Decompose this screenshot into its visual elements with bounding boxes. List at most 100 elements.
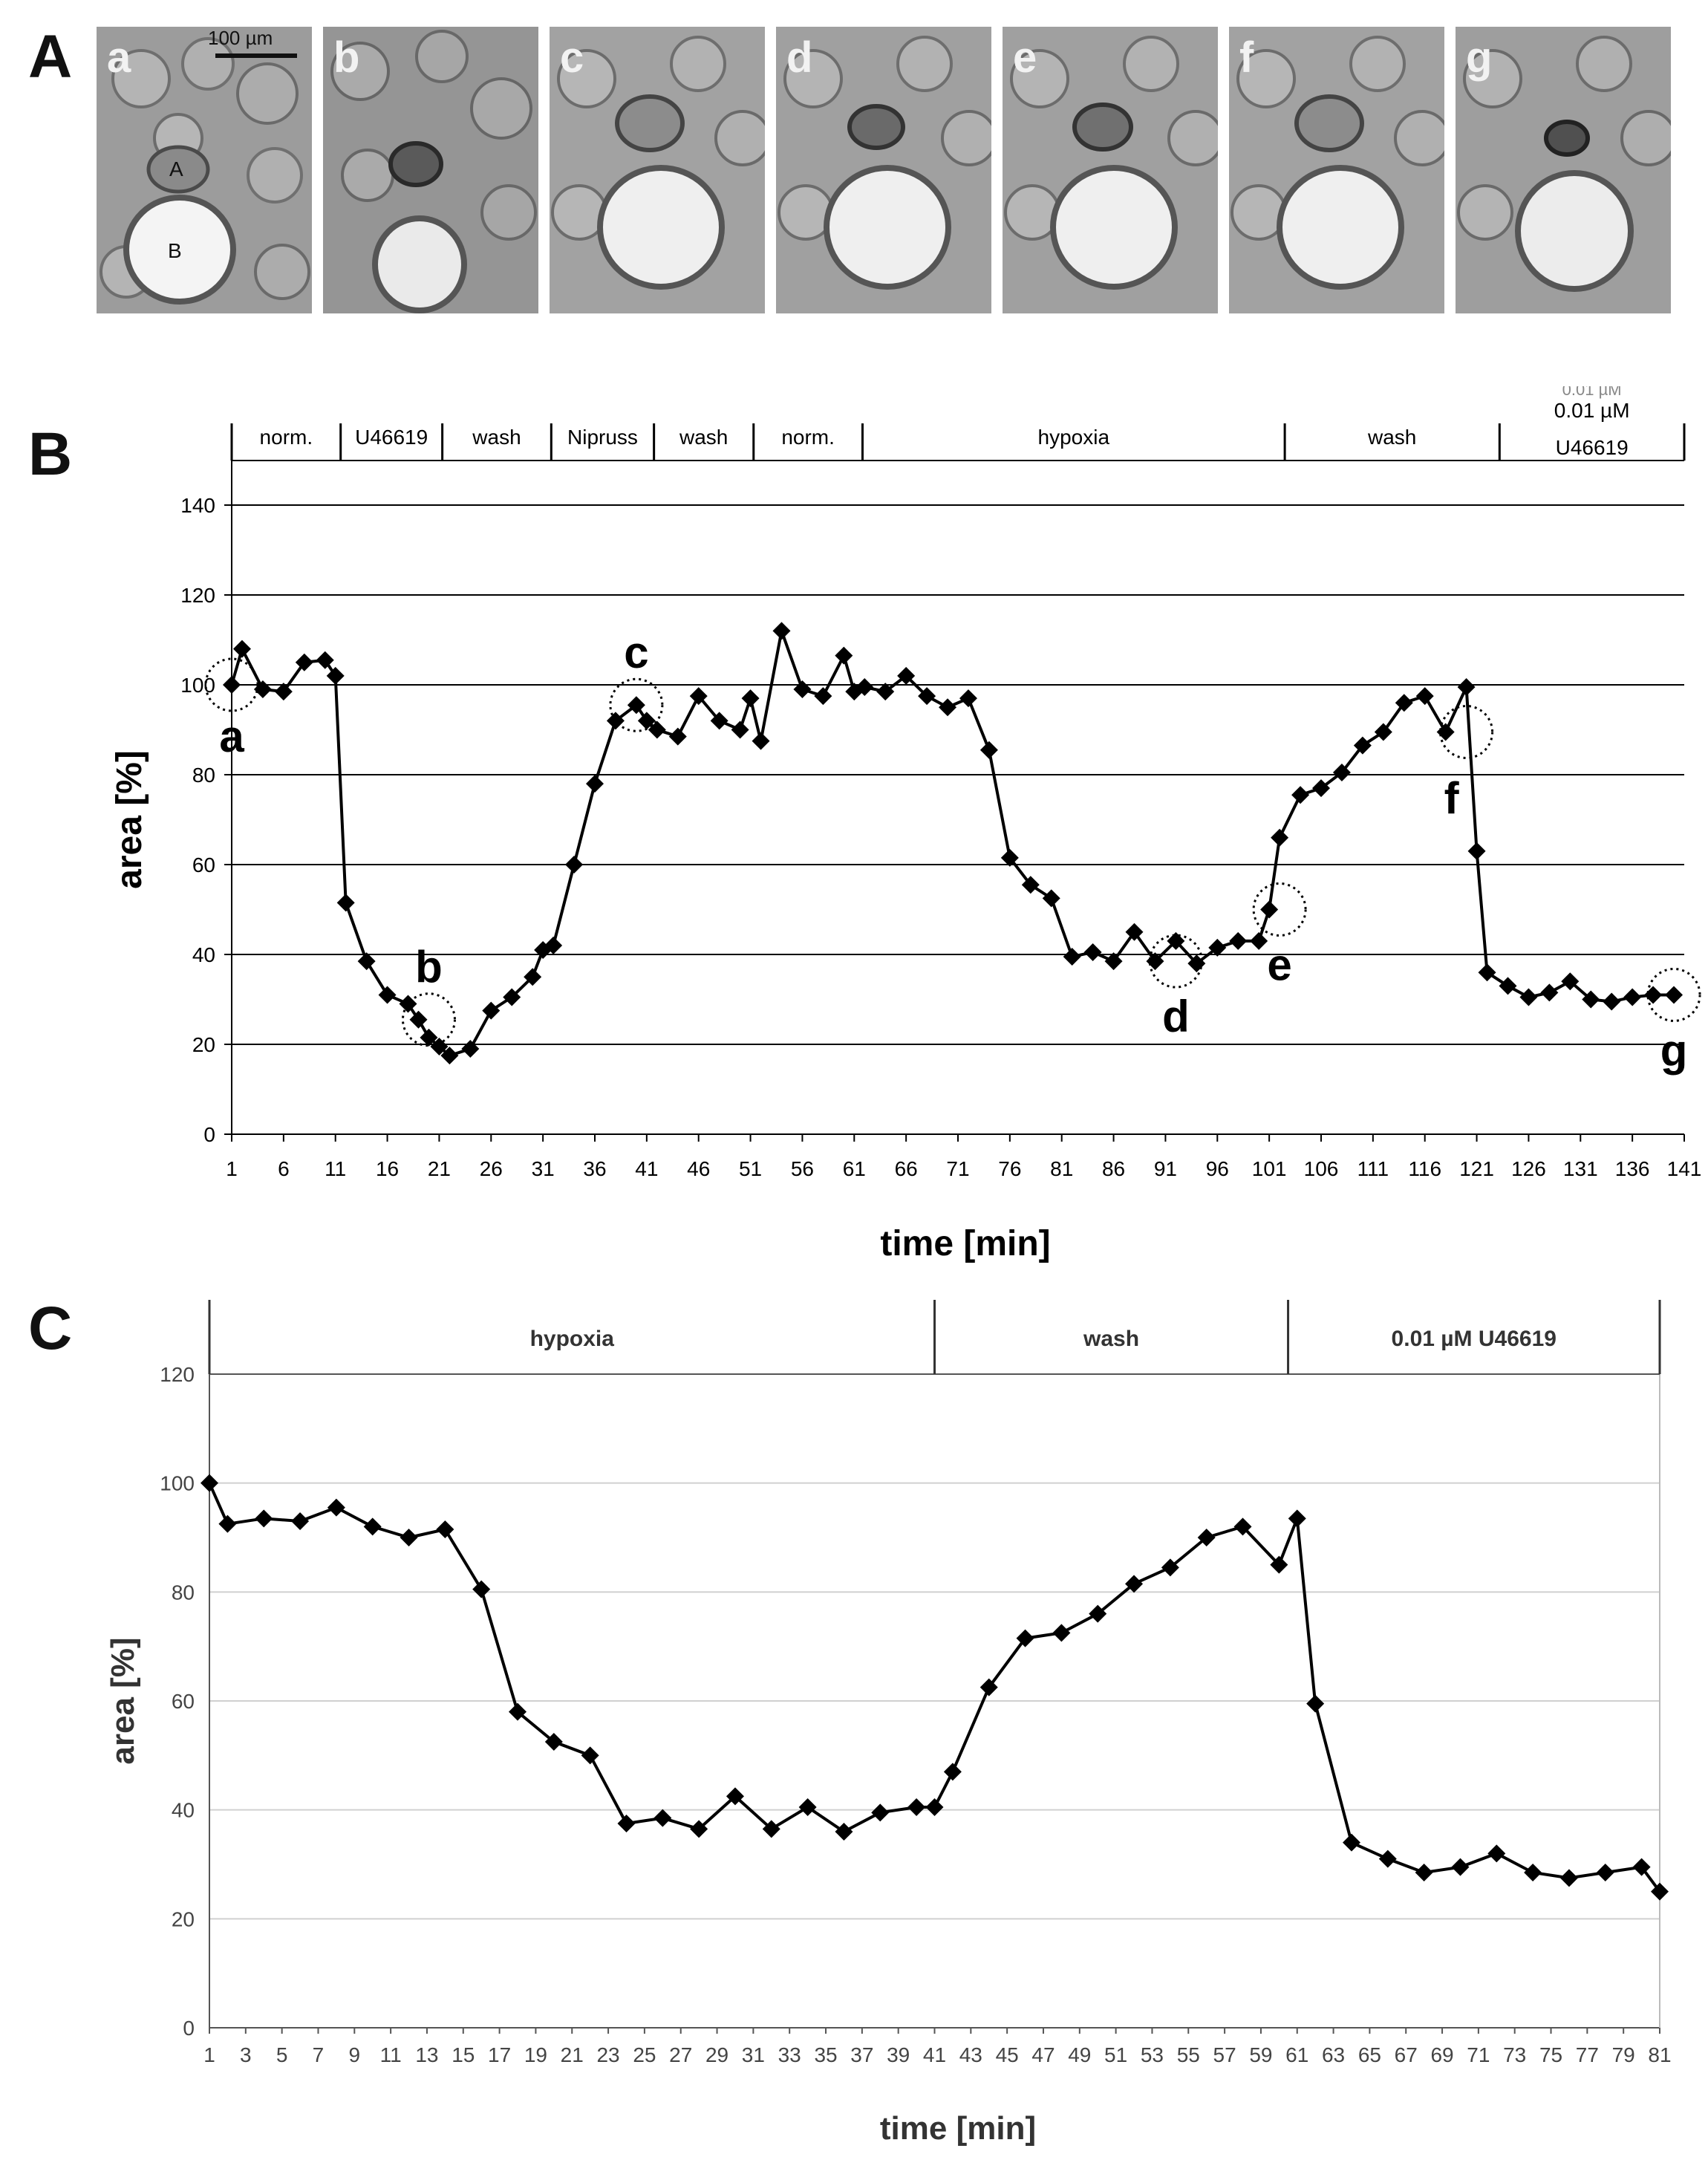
phase-label: norm. <box>781 426 835 449</box>
data-point <box>1353 736 1372 755</box>
data-point <box>835 1823 853 1841</box>
x-tick-label: 76 <box>998 1157 1021 1180</box>
data-point <box>835 646 853 665</box>
data-point <box>363 1517 382 1536</box>
data-point <box>1052 1624 1071 1642</box>
data-point <box>1582 990 1600 1009</box>
x-tick-label: 13 <box>415 2043 438 2066</box>
data-point <box>1499 977 1517 995</box>
x-tick-label: 56 <box>791 1157 814 1180</box>
phase-label: wash <box>1083 1327 1139 1351</box>
data-point <box>1229 931 1248 950</box>
x-tick-label: 3 <box>240 2043 252 2066</box>
x-tick-label: 26 <box>480 1157 503 1180</box>
micrograph-strip: a 100 µm A B b c <box>97 27 1671 313</box>
data-point <box>420 1028 438 1047</box>
frame-label: b <box>333 33 360 82</box>
x-tick-label: 6 <box>278 1157 290 1180</box>
x-tick-label: 81 <box>1050 1157 1073 1180</box>
y-tick-label: 20 <box>172 1907 195 1930</box>
micrograph-frame-f: f <box>1229 27 1444 313</box>
x-tick-label: 53 <box>1141 2043 1164 2066</box>
x-tick-label: 96 <box>1206 1157 1229 1180</box>
data-point <box>1467 842 1486 860</box>
scale-bar <box>215 53 297 58</box>
data-point <box>1451 1858 1470 1876</box>
data-point <box>772 622 791 640</box>
data-point <box>1342 1833 1360 1852</box>
data-point <box>223 676 241 694</box>
data-point <box>1125 923 1144 941</box>
y-axis-label: area [%] <box>105 1637 141 1764</box>
x-tick-label: 41 <box>923 2043 946 2066</box>
micrograph-frame-a: a 100 µm A B <box>97 27 312 313</box>
x-tick-label: 67 <box>1395 2043 1418 2066</box>
data-point <box>201 1474 218 1492</box>
x-tick-label: 11 <box>325 1157 346 1180</box>
x-tick-label: 16 <box>376 1157 399 1180</box>
data-point <box>1125 1575 1144 1593</box>
x-tick-label: 59 <box>1249 2043 1272 2066</box>
y-tick-label: 100 <box>180 674 215 697</box>
data-point <box>871 1803 890 1822</box>
phase-label: Nipruss <box>567 426 638 449</box>
data-point <box>1540 983 1559 1002</box>
data-point <box>606 712 625 730</box>
data-point <box>482 1001 501 1020</box>
micrograph-frame-g: g <box>1456 27 1671 313</box>
data-point <box>907 1798 926 1816</box>
data-point <box>327 1498 345 1517</box>
x-tick-label: 66 <box>895 1157 918 1180</box>
frame-label: d <box>786 33 813 82</box>
data-point <box>461 1040 480 1058</box>
x-tick-label: 77 <box>1576 2043 1599 2066</box>
data-point <box>326 666 345 685</box>
data-point <box>741 689 760 708</box>
data-point <box>798 1798 817 1816</box>
x-tick-label: 37 <box>850 2043 873 2066</box>
data-point <box>503 988 521 1006</box>
x-tick-label: 21 <box>561 2043 584 2066</box>
data-point <box>274 683 293 701</box>
phase-label: 0.01 µM U46619 <box>1392 1327 1557 1351</box>
x-tick-label: 45 <box>996 2043 1019 2066</box>
x-tick-label: 21 <box>428 1157 451 1180</box>
x-tick-label: 31 <box>532 1157 555 1180</box>
data-point <box>1478 963 1496 982</box>
data-point <box>876 683 895 701</box>
data-point <box>440 1047 459 1065</box>
data-point <box>1208 938 1227 957</box>
x-tick-label: 116 <box>1408 1157 1441 1180</box>
x-tick-label: 65 <box>1358 2043 1381 2066</box>
data-point <box>1651 1882 1669 1901</box>
x-tick-label: 36 <box>583 1157 606 1180</box>
x-tick-label: 91 <box>1154 1157 1177 1180</box>
data-point <box>544 936 563 954</box>
x-tick-label: 35 <box>814 2043 837 2066</box>
y-axis-label: area [%] <box>110 750 149 889</box>
data-point <box>980 741 998 759</box>
panel-label-c: C <box>28 1295 73 1362</box>
data-point <box>1603 992 1621 1011</box>
data-point <box>648 720 666 739</box>
marker-label: g <box>1660 1025 1688 1075</box>
data-point <box>295 653 313 671</box>
data-point <box>565 856 584 873</box>
marker-label: b <box>415 943 443 992</box>
data-point <box>1089 1604 1107 1623</box>
data-point <box>1083 943 1102 961</box>
y-tick-label: 100 <box>160 1472 195 1495</box>
data-point <box>1104 952 1123 971</box>
data-point <box>1596 1864 1614 1881</box>
data-point <box>1271 828 1289 847</box>
data-point <box>1332 763 1351 781</box>
phase-label: norm. <box>260 426 313 449</box>
data-point <box>255 1509 273 1528</box>
data-point <box>1644 986 1663 1004</box>
x-tick-label: 27 <box>669 2043 692 2066</box>
x-tick-label: 25 <box>633 2043 656 2066</box>
data-point <box>1415 1864 1433 1881</box>
phase-label: wash <box>1367 426 1416 449</box>
